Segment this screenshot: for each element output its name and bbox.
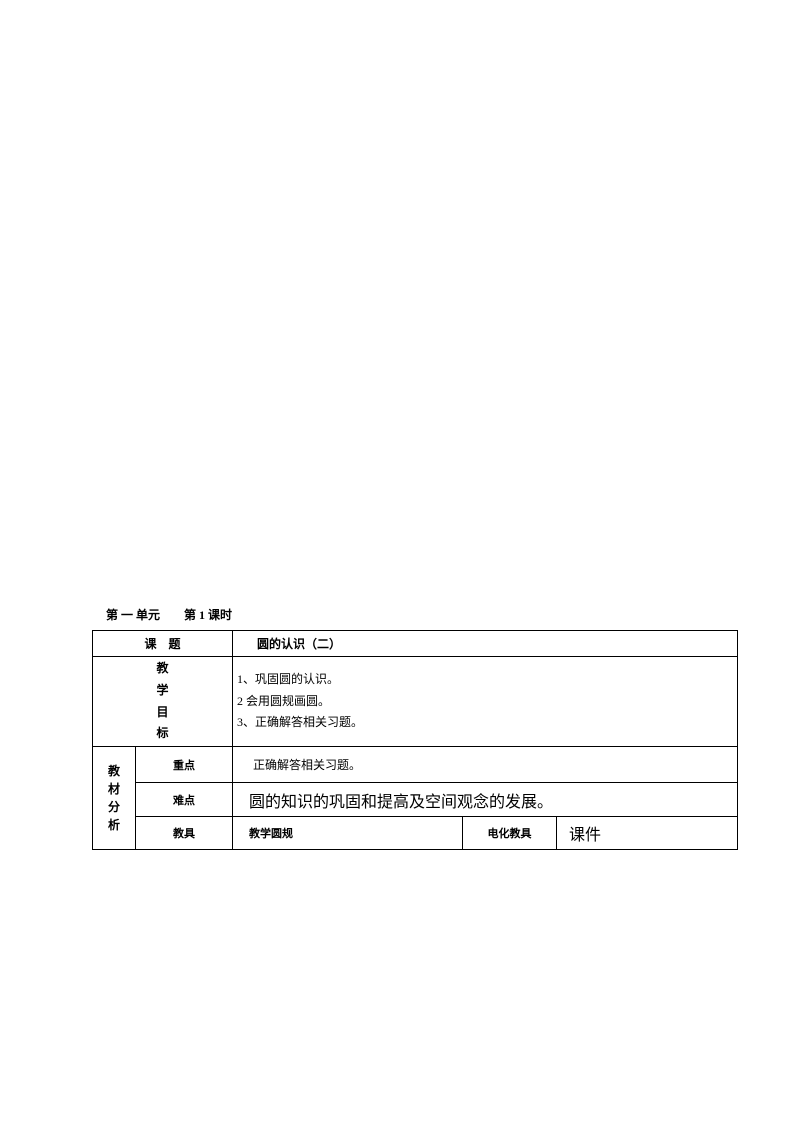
difficulty-label: 难点: [136, 783, 233, 817]
goals-content: 1、巩固圆的认识。 2 会用圆规画圆。 3、正确解答相关习题。: [233, 657, 738, 747]
document-page: 第 一 单元 第 1 课时 课 题 圆的认识（二） 教 学 目 标 1、巩固圆的…: [0, 0, 800, 1132]
table-row-tools: 教具 教学圆规 电化教具 课件: [93, 817, 738, 850]
lesson-plan-table: 课 题 圆的认识（二） 教 学 目 标 1、巩固圆的认识。 2 会用圆规画圆。 …: [92, 630, 738, 850]
analysis-label: 教 材 分 析: [93, 747, 136, 850]
goal-line: 2 会用圆规画圆。: [237, 691, 733, 713]
unit-header: 第 一 单元 第 1 课时: [92, 606, 738, 623]
table-row-goals: 教 学 目 标 1、巩固圆的认识。 2 会用圆规画圆。 3、正确解答相关习题。: [93, 657, 738, 747]
etools-label: 电化教具: [463, 817, 557, 850]
topic-value: 圆的认识（二）: [233, 631, 738, 657]
goals-label: 教 学 目 标: [93, 657, 233, 747]
keypoint-label: 重点: [136, 747, 233, 783]
keypoint-value: 正确解答相关习题。: [233, 747, 738, 783]
etools-value: 课件: [557, 817, 738, 850]
topic-label: 课 题: [93, 631, 233, 657]
goal-line: 1、巩固圆的认识。: [237, 669, 733, 691]
table-row-difficulty: 难点 圆的知识的巩固和提高及空间观念的发展。: [93, 783, 738, 817]
table-row-topic: 课 题 圆的认识（二）: [93, 631, 738, 657]
difficulty-value: 圆的知识的巩固和提高及空间观念的发展。: [233, 783, 738, 817]
table-row-keypoint: 教 材 分 析 重点 正确解答相关习题。: [93, 747, 738, 783]
goal-line: 3、正确解答相关习题。: [237, 712, 733, 734]
tools-value: 教学圆规: [233, 817, 463, 850]
tools-label: 教具: [136, 817, 233, 850]
